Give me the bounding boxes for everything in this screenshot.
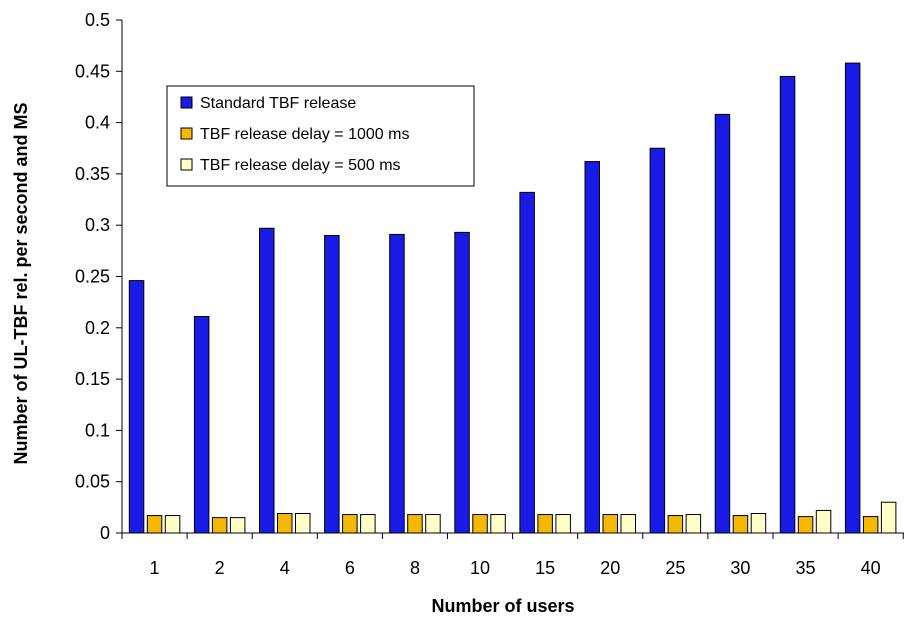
x-tick-label: 2 [215, 558, 225, 578]
x-tick-label: 15 [535, 558, 555, 578]
legend-label: TBF release delay = 500 ms [200, 157, 401, 174]
x-tick-label: 30 [730, 558, 750, 578]
bar-delay-500 [685, 514, 702, 534]
bar-delay-1000 [472, 514, 488, 534]
y-tick-label: 0 [100, 523, 110, 543]
y-tick-label: 0.25 [75, 267, 110, 287]
bar-delay-500 [360, 514, 376, 534]
bar-standard [714, 113, 731, 534]
bar-delay-1000 [797, 516, 814, 534]
bar-standard [454, 231, 470, 534]
bar-standard [584, 161, 600, 534]
x-ticks: 1 2 4 6 8 10 15 20 25 30 35 40 [121, 533, 904, 578]
bar-delay-1000 [342, 514, 358, 534]
legend-box [166, 85, 475, 187]
bar-standard [193, 316, 210, 534]
legend-label: Standard TBF release [200, 95, 356, 112]
x-tick-label: 10 [470, 558, 490, 578]
bar-standard [389, 233, 405, 534]
bar-standard [844, 62, 861, 534]
x-tick-label: 40 [861, 558, 881, 578]
y-ticks: 0 0.05 0.1 0.15 0.2 0.25 0.3 0.35 0.4 0.45 0.5 [75, 10, 122, 543]
bar-delay-1000 [537, 514, 553, 534]
x-tick-label: 25 [665, 558, 685, 578]
bar-delay-500 [295, 513, 311, 534]
bar-delay-1000 [667, 515, 684, 534]
bar-delay-500 [815, 509, 832, 534]
x-tick-label: 8 [410, 558, 420, 578]
y-tick-label: 0.35 [75, 164, 110, 184]
bar-delay-500 [164, 515, 181, 534]
x-tick-label: 1 [150, 558, 160, 578]
bar-delay-1000 [862, 516, 879, 534]
bar-delay-1000 [277, 513, 293, 534]
bar-standard [779, 75, 796, 534]
legend-swatch [180, 127, 193, 140]
bar-delay-1000 [211, 517, 228, 534]
y-tick-label: 0.1 [85, 420, 110, 440]
y-axis-title: Number of UL-TBF rel. per second and MS [11, 102, 31, 464]
legend: Standard TBF release TBF release delay = … [166, 85, 475, 187]
y-tick-label: 0.3 [85, 215, 110, 235]
bar-delay-500 [620, 514, 636, 534]
y-tick-label: 0.2 [85, 318, 110, 338]
legend-label: TBF release delay = 1000 ms [200, 126, 409, 143]
y-tick-label: 0.15 [75, 369, 110, 389]
bar-delay-1000 [407, 514, 423, 534]
y-tick-label: 0.45 [75, 61, 110, 81]
bar-delay-500 [490, 514, 506, 534]
y-tick-label: 0.5 [85, 10, 110, 30]
bar-delay-500 [750, 513, 767, 534]
y-tick-label: 0.4 [85, 113, 110, 133]
y-tick-label: 0.05 [75, 472, 110, 492]
x-axis-title: Number of users [431, 596, 574, 616]
bar-standard [649, 147, 666, 534]
bar-delay-500 [880, 501, 897, 534]
x-tick-label: 4 [280, 558, 290, 578]
bars [128, 62, 897, 534]
bar-standard [259, 227, 275, 534]
x-tick-label: 20 [600, 558, 620, 578]
bar-delay-1000 [732, 515, 749, 534]
x-tick-label: 35 [796, 558, 816, 578]
bar-delay-500 [425, 514, 441, 534]
bar-delay-1000 [602, 514, 618, 534]
bar-delay-1000 [146, 515, 163, 534]
bar-standard [324, 234, 340, 534]
legend-swatch [180, 158, 193, 171]
bar-delay-500 [229, 517, 246, 534]
x-tick-label: 6 [345, 558, 355, 578]
bar-delay-500 [555, 514, 571, 534]
legend-swatch [180, 96, 193, 109]
bar-standard [519, 191, 535, 534]
bar-standard [128, 280, 145, 534]
